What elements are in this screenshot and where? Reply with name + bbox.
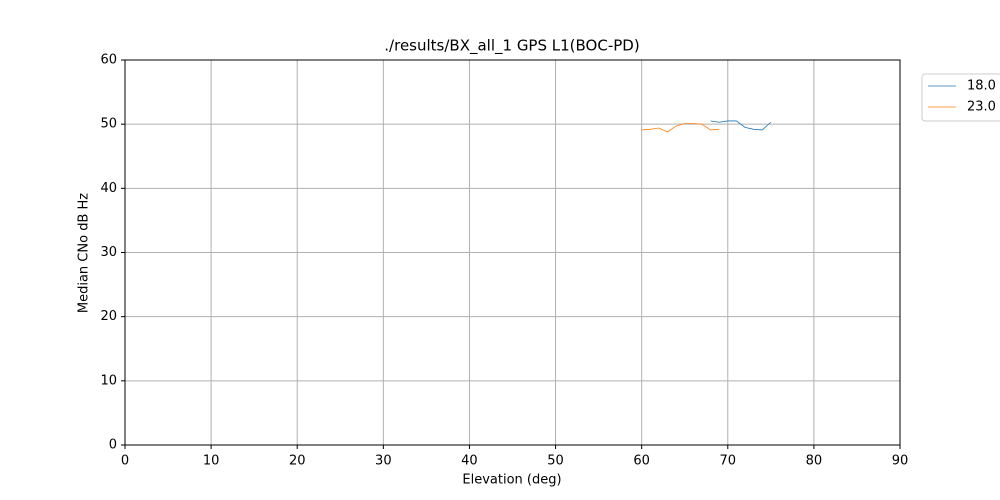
legend-label: 23.0 [967, 100, 996, 115]
y-tick-label: 10 [100, 373, 117, 388]
data-line [710, 120, 772, 131]
y-tick-label: 20 [100, 309, 117, 324]
x-axis-label: Elevation (deg) [462, 473, 561, 488]
x-tick-label: 60 [633, 454, 650, 469]
y-tick-label: 40 [100, 181, 117, 196]
y-tick-label: 30 [100, 245, 117, 260]
y-tick-label: 0 [109, 438, 117, 453]
legend-label: 18.0 [967, 79, 996, 94]
data-line [641, 123, 720, 133]
x-tick-label: 50 [547, 454, 564, 469]
y-tick-label: 50 [100, 117, 117, 132]
x-tick-label: 70 [720, 454, 737, 469]
x-tick-label: 40 [461, 454, 478, 469]
x-tick-label: 90 [892, 454, 909, 469]
x-tick-label: 20 [289, 454, 306, 469]
y-axis-label: Median CNo dB Hz [77, 193, 92, 313]
x-tick-label: 80 [806, 454, 823, 469]
x-tick-label: 10 [203, 454, 220, 469]
y-tick-label: 60 [100, 53, 117, 68]
chart-title: ./results/BX_all_1 GPS L1(BOC-PD) [384, 37, 639, 56]
x-tick-label: 30 [375, 454, 392, 469]
plot-frame [124, 59, 901, 446]
x-tick-label: 0 [121, 454, 129, 469]
